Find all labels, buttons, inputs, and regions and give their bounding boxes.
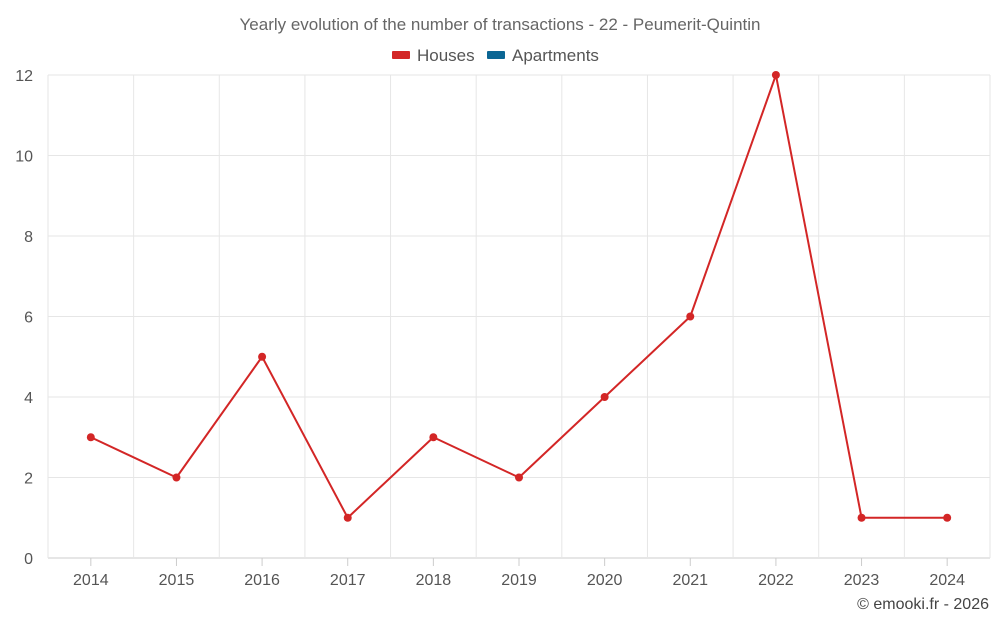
x-tick-label: 2023: [844, 572, 880, 589]
data-point-houses[interactable]: [172, 473, 181, 482]
data-point-houses[interactable]: [86, 433, 95, 442]
credit-text: © emooki.fr - 2026: [857, 596, 989, 613]
x-axis: 2014 2015 2016 2017 2018 2019 2020 2021 2022 2023…: [73, 558, 965, 589]
grid: [47, 74, 991, 559]
data-point-houses[interactable]: [343, 513, 352, 522]
y-tick-label: 8: [24, 229, 33, 246]
data-point-houses[interactable]: [943, 513, 952, 522]
x-tick-label: 2021: [672, 572, 708, 589]
legend-item-apartments[interactable]: Apartments: [487, 46, 599, 65]
legend-label-apartments: Apartments: [512, 46, 599, 65]
legend-item-houses[interactable]: Houses: [392, 46, 475, 65]
x-tick-label: 2020: [587, 572, 623, 589]
data-point-houses[interactable]: [429, 433, 438, 442]
x-tick-label: 2019: [501, 572, 537, 589]
y-tick-label: 0: [24, 551, 33, 568]
y-tick-label: 2: [24, 471, 33, 488]
x-tick-label: 2016: [244, 572, 280, 589]
x-tick-label: 2017: [330, 572, 366, 589]
legend: Houses Apartments: [392, 46, 599, 65]
y-tick-label: 4: [24, 390, 33, 407]
data-point-houses[interactable]: [258, 352, 267, 361]
x-tick-label: 2015: [159, 572, 195, 589]
x-tick-label: 2024: [929, 572, 965, 589]
y-tick-label: 6: [24, 310, 33, 327]
x-tick-label: 2014: [73, 572, 109, 589]
y-tick-label: 12: [15, 68, 33, 85]
chart-title: Yearly evolution of the number of transa…: [240, 15, 761, 34]
legend-swatch-houses: [392, 51, 410, 59]
y-tick-label: 10: [15, 149, 33, 166]
x-tick-label: 2022: [758, 572, 794, 589]
data-point-houses[interactable]: [600, 393, 609, 401]
legend-label-houses: Houses: [417, 46, 475, 65]
data-point-houses[interactable]: [515, 473, 523, 482]
data-point-houses[interactable]: [771, 71, 780, 79]
data-point-houses[interactable]: [857, 513, 866, 522]
y-axis: 0 2 4 6 8 10 12: [15, 68, 33, 568]
series-layer: [86, 71, 952, 522]
legend-swatch-apartments: [487, 51, 505, 59]
x-tick-label: 2018: [416, 572, 452, 589]
data-point-houses[interactable]: [686, 312, 695, 321]
